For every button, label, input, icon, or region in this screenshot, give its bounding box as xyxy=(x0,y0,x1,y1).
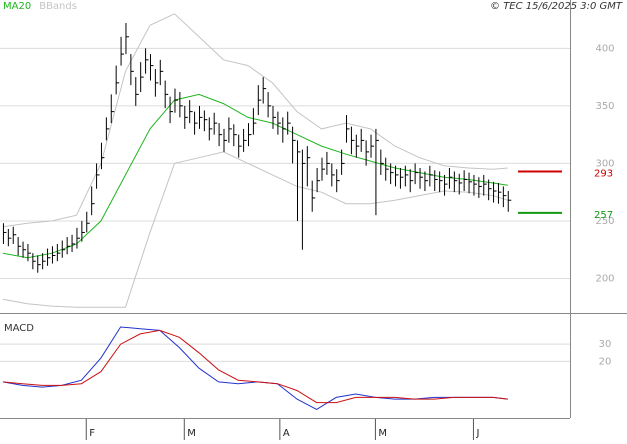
legend-entry: BBands xyxy=(39,1,77,12)
series-line xyxy=(2,151,508,308)
x-tick-label: M xyxy=(378,428,387,439)
x-tick-label: M xyxy=(187,428,196,439)
legend-entry: MA20 xyxy=(3,1,31,12)
x-tick-label: J xyxy=(475,428,479,439)
panel-title: MACD xyxy=(4,323,34,334)
series-line xyxy=(2,13,508,228)
y-tick-label: 400 xyxy=(595,43,614,54)
level-label: 257 xyxy=(594,210,613,221)
x-tick-label: F xyxy=(89,428,95,439)
y-tick-label: 350 xyxy=(595,101,614,112)
series-line xyxy=(2,329,508,404)
y-tick-label: 300 xyxy=(595,158,614,169)
y-tick-label: 20 xyxy=(599,356,612,367)
y-tick-label: 30 xyxy=(599,339,612,350)
y-tick-label: 200 xyxy=(595,273,614,284)
x-tick-label: A xyxy=(283,428,290,439)
source: © TEC 15/6/2025 3:0 GMT xyxy=(490,1,623,12)
level-label: 293 xyxy=(594,168,613,179)
y-tick-label: 250 xyxy=(595,216,614,227)
